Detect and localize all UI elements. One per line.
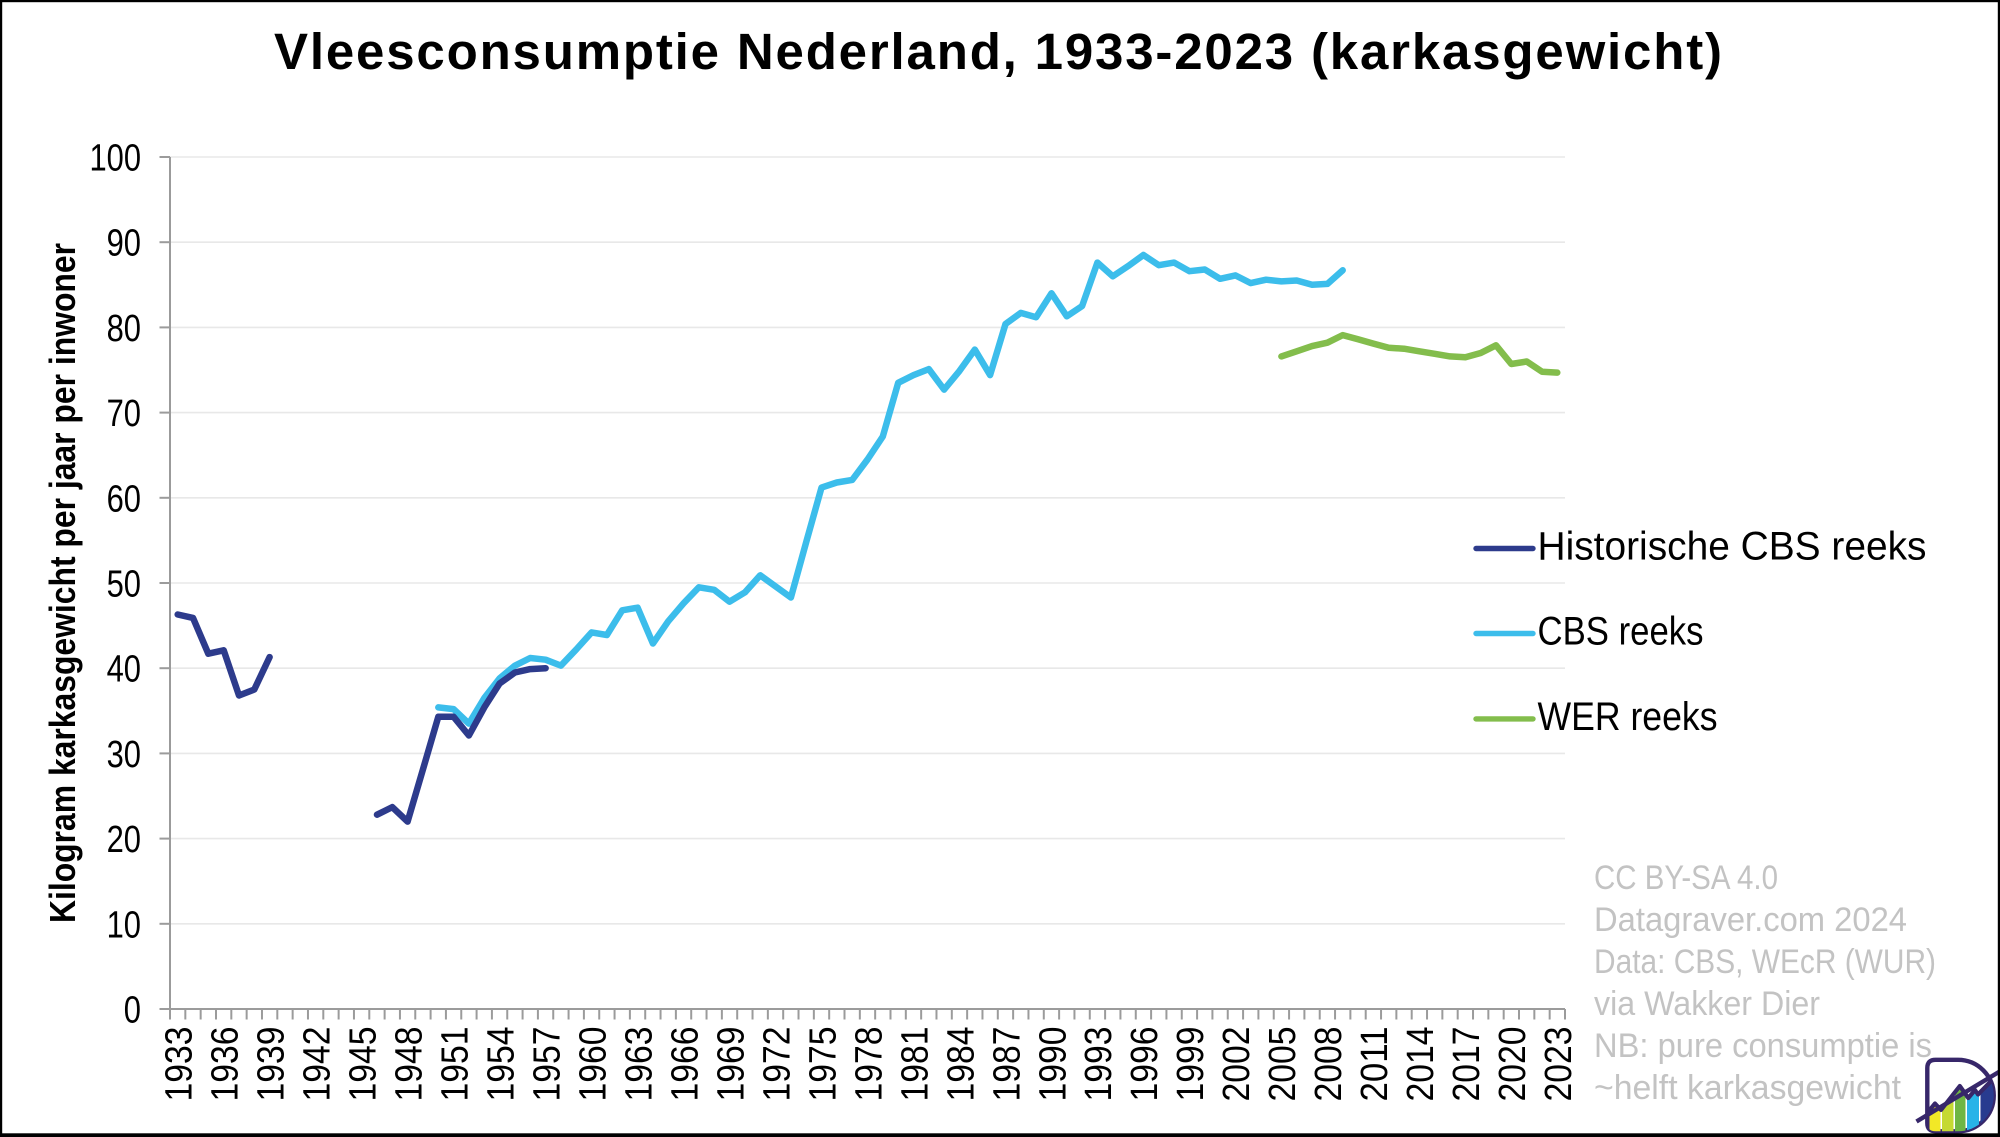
svg-text:1942: 1942 (296, 1027, 338, 1102)
svg-text:2002: 2002 (1216, 1027, 1258, 1102)
svg-text:1984: 1984 (940, 1027, 982, 1102)
svg-text:Historische CBS reeks: Historische CBS reeks (1538, 525, 1927, 569)
svg-text:2005: 2005 (1262, 1027, 1304, 1102)
svg-text:1972: 1972 (756, 1027, 798, 1102)
svg-text:1981: 1981 (894, 1027, 936, 1102)
svg-text:WER reeks: WER reeks (1538, 695, 1718, 739)
svg-text:1960: 1960 (572, 1027, 614, 1102)
svg-text:1999: 1999 (1170, 1027, 1212, 1102)
svg-text:1978: 1978 (848, 1027, 890, 1102)
svg-text:80: 80 (107, 308, 141, 350)
svg-text:2020: 2020 (1492, 1027, 1534, 1102)
svg-text:40: 40 (107, 649, 141, 691)
svg-text:CC BY-SA 4.0: CC BY-SA 4.0 (1594, 859, 1778, 897)
svg-text:1993: 1993 (1078, 1027, 1120, 1102)
svg-text:30: 30 (107, 734, 141, 776)
svg-text:1936: 1936 (205, 1027, 247, 1102)
svg-text:1963: 1963 (618, 1027, 660, 1102)
svg-text:2017: 2017 (1446, 1027, 1488, 1102)
svg-text:1954: 1954 (480, 1027, 522, 1102)
svg-text:Vleesconsumptie Nederland, 193: Vleesconsumptie Nederland, 1933-2023 (ka… (274, 23, 1722, 80)
svg-text:1948: 1948 (388, 1027, 430, 1102)
svg-text:2008: 2008 (1308, 1027, 1350, 1102)
svg-text:100: 100 (90, 138, 142, 180)
svg-text:1951: 1951 (434, 1027, 476, 1102)
svg-text:2011: 2011 (1354, 1027, 1396, 1102)
svg-text:~helft karkasgewicht: ~helft karkasgewicht (1594, 1069, 1902, 1107)
svg-text:1945: 1945 (342, 1027, 384, 1102)
svg-text:1987: 1987 (986, 1027, 1028, 1102)
svg-text:Datagraver.com 2024: Datagraver.com 2024 (1594, 901, 1907, 939)
svg-text:CBS reeks: CBS reeks (1538, 610, 1704, 654)
svg-text:20: 20 (107, 819, 141, 861)
svg-text:2014: 2014 (1400, 1027, 1442, 1102)
svg-text:via Wakker Dier: via Wakker Dier (1594, 985, 1820, 1023)
svg-text:NB: pure consumptie is: NB: pure consumptie is (1594, 1027, 1932, 1065)
svg-text:60: 60 (107, 478, 141, 520)
svg-text:1939: 1939 (250, 1027, 292, 1102)
svg-text:50: 50 (107, 564, 141, 606)
svg-text:2023: 2023 (1538, 1027, 1580, 1102)
svg-text:1975: 1975 (802, 1027, 844, 1102)
svg-text:1957: 1957 (526, 1027, 568, 1102)
svg-text:1933: 1933 (159, 1027, 201, 1102)
svg-text:1990: 1990 (1032, 1027, 1074, 1102)
svg-text:1966: 1966 (664, 1027, 706, 1102)
svg-text:Data: CBS, WEcR (WUR): Data: CBS, WEcR (WUR) (1594, 943, 1936, 981)
svg-text:70: 70 (107, 393, 141, 435)
svg-text:10: 10 (107, 904, 141, 946)
svg-text:1969: 1969 (710, 1027, 752, 1102)
svg-text:0: 0 (124, 990, 141, 1032)
svg-text:90: 90 (107, 223, 141, 265)
svg-text:Kilogram karkasgewicht per jaa: Kilogram karkasgewicht per jaar per inwo… (42, 243, 83, 923)
svg-text:1996: 1996 (1124, 1027, 1166, 1102)
